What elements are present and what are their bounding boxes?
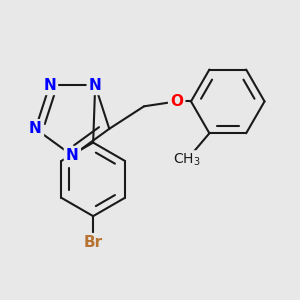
Text: O: O <box>170 94 183 109</box>
Text: Br: Br <box>84 235 103 250</box>
Text: CH$_3$: CH$_3$ <box>173 152 201 168</box>
Text: N: N <box>66 148 79 163</box>
Text: N: N <box>89 78 102 93</box>
Text: N: N <box>43 78 56 93</box>
Text: N: N <box>29 121 42 136</box>
